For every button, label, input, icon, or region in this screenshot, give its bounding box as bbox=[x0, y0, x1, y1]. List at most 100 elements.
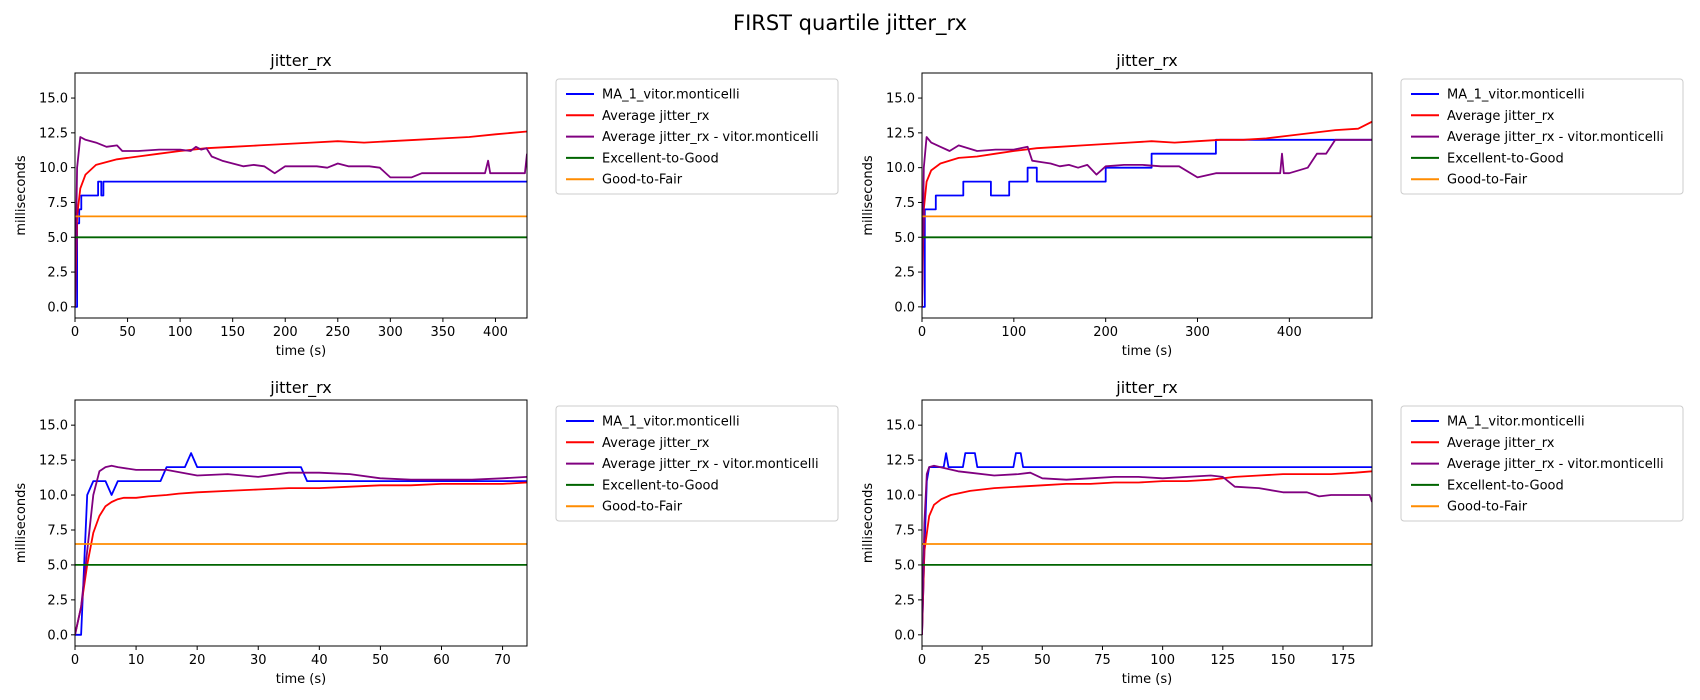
x-tick-label: 400 bbox=[1277, 325, 1302, 340]
x-tick-label: 100 bbox=[1150, 653, 1175, 668]
y-tick-label: 15.0 bbox=[886, 419, 915, 434]
x-tick-label: 100 bbox=[1001, 325, 1026, 340]
x-axis-label: time (s) bbox=[1122, 344, 1172, 359]
series-line-ma bbox=[75, 180, 527, 308]
x-tick-label: 200 bbox=[273, 325, 298, 340]
legend-frame bbox=[555, 405, 839, 522]
subplot-4: 0 25 50 75 100 125 150 175 0.0 2.5 5.0 7.5 10.0 12.5 1… bbox=[861, 378, 1684, 687]
x-axis-label: time (s) bbox=[276, 344, 326, 359]
series-line-ma bbox=[922, 452, 1372, 635]
legend-label: Excellent-to-Good bbox=[602, 478, 719, 493]
x-tick-label: 175 bbox=[1331, 653, 1356, 668]
legend-label: MA_1_vitor.monticelli bbox=[1447, 415, 1585, 430]
series-line-ma bbox=[75, 452, 527, 636]
x-tick-label: 60 bbox=[433, 653, 450, 668]
subplot-title: jitter_rx bbox=[269, 51, 331, 71]
x-tick-label: 40 bbox=[311, 653, 328, 668]
y-tick-label: 15.0 bbox=[39, 419, 68, 434]
y-tick-label: 12.5 bbox=[39, 454, 68, 469]
series-line-ma bbox=[922, 138, 1372, 308]
x-tick-label: 50 bbox=[1034, 653, 1051, 668]
y-tick-label: 5.0 bbox=[894, 231, 915, 246]
y-tick-label: 12.5 bbox=[39, 126, 68, 141]
series-line-avg bbox=[922, 120, 1372, 307]
series-line-avg bbox=[75, 481, 527, 635]
subplot-title: jitter_rx bbox=[269, 378, 331, 398]
series-group bbox=[75, 452, 527, 636]
series-line-avg-user bbox=[922, 136, 1372, 307]
plot-area bbox=[922, 400, 1372, 646]
x-axis-label: time (s) bbox=[1122, 672, 1172, 687]
y-tick-label: 2.5 bbox=[894, 593, 915, 608]
x-tick-label: 125 bbox=[1210, 653, 1235, 668]
subplot-title: jitter_rx bbox=[1115, 378, 1177, 398]
axes-frame bbox=[74, 399, 528, 647]
x-tick-label: 0 bbox=[918, 325, 926, 340]
y-tick-label: 5.0 bbox=[894, 558, 915, 573]
legend-label: MA_1_vitor.monticelli bbox=[602, 88, 740, 103]
subplot-2: 0 100 200 300 400 0.0 2.5 5.0 7.5 10.0 12.5 15.0 jit… bbox=[861, 51, 1684, 359]
x-axis-label: time (s) bbox=[276, 672, 326, 687]
y-tick-label: 7.5 bbox=[47, 523, 68, 538]
y-tick-label: 5.0 bbox=[47, 558, 68, 573]
x-tick-label: 300 bbox=[1185, 325, 1210, 340]
x-tick-label: 0 bbox=[71, 653, 79, 668]
x-tick-label: 100 bbox=[168, 325, 193, 340]
series-line-avg-user bbox=[75, 136, 527, 307]
x-tick-label: 50 bbox=[119, 325, 136, 340]
series-line-avg bbox=[922, 470, 1372, 635]
y-axis-label: milliseconds bbox=[861, 155, 876, 235]
legend-label: Average jitter_rx bbox=[602, 436, 710, 451]
x-tick-label: 0 bbox=[918, 653, 926, 668]
y-axis-label: milliseconds bbox=[14, 483, 29, 563]
legend-label: Average jitter_rx bbox=[1447, 109, 1555, 124]
y-tick-label: 2.5 bbox=[47, 593, 68, 608]
legend-label: Average jitter_rx - vitor.monticelli bbox=[602, 457, 819, 472]
legend-frame bbox=[555, 78, 839, 195]
legend-label: Average jitter_rx - vitor.monticelli bbox=[602, 130, 819, 145]
legend-label: Good-to-Fair bbox=[1447, 500, 1528, 515]
plot-area bbox=[75, 400, 527, 646]
subplot-1: 0 50 100 150 200 250 300 350 400 0.0 2.5 5.0 7.5 10.0… bbox=[14, 51, 839, 359]
legend-label: MA_1_vitor.monticelli bbox=[602, 415, 740, 430]
legend-label: Excellent-to-Good bbox=[602, 151, 719, 166]
y-tick-label: 5.0 bbox=[47, 231, 68, 246]
x-tick-label: 350 bbox=[430, 325, 455, 340]
legend-label: Average jitter_rx bbox=[602, 109, 710, 124]
y-tick-label: 0.0 bbox=[47, 300, 68, 315]
axes-frame bbox=[921, 399, 1373, 647]
legend: MA_1_vitor.monticelli Average jitter_rx Av… bbox=[555, 405, 839, 522]
y-tick-label: 10.0 bbox=[39, 489, 68, 504]
plot-area bbox=[75, 73, 527, 318]
y-tick-label: 12.5 bbox=[886, 126, 915, 141]
x-tick-label: 50 bbox=[372, 653, 389, 668]
legend-label: Good-to-Fair bbox=[602, 500, 683, 515]
legend: MA_1_vitor.monticelli Average jitter_rx Av… bbox=[1400, 78, 1684, 195]
legend-label: Good-to-Fair bbox=[1447, 173, 1528, 188]
y-tick-label: 15.0 bbox=[886, 92, 915, 107]
subplot-3: 0 10 20 30 40 50 60 70 0.0 2.5 5.0 7.5 10.0 12.5 15.0 j… bbox=[14, 378, 839, 687]
x-tick-label: 10 bbox=[128, 653, 145, 668]
y-tick-label: 0.0 bbox=[47, 628, 68, 643]
legend: MA_1_vitor.monticelli Average jitter_rx Av… bbox=[1400, 405, 1684, 522]
legend-label: MA_1_vitor.monticelli bbox=[1447, 88, 1585, 103]
series-line-avg-user bbox=[922, 464, 1372, 635]
y-axis-label: milliseconds bbox=[861, 483, 876, 563]
y-tick-label: 12.5 bbox=[886, 454, 915, 469]
y-tick-label: 10.0 bbox=[886, 489, 915, 504]
x-tick-label: 75 bbox=[1094, 653, 1111, 668]
x-tick-label: 70 bbox=[494, 653, 511, 668]
axes-frame bbox=[74, 72, 528, 319]
x-tick-label: 150 bbox=[220, 325, 245, 340]
series-group bbox=[922, 452, 1372, 635]
y-tick-label: 0.0 bbox=[894, 628, 915, 643]
x-tick-label: 0 bbox=[71, 325, 79, 340]
y-tick-label: 15.0 bbox=[39, 92, 68, 107]
x-tick-label: 25 bbox=[974, 653, 991, 668]
y-tick-label: 0.0 bbox=[894, 300, 915, 315]
y-tick-label: 2.5 bbox=[894, 266, 915, 281]
legend-label: Average jitter_rx bbox=[1447, 436, 1555, 451]
y-tick-label: 7.5 bbox=[894, 523, 915, 538]
y-tick-label: 7.5 bbox=[894, 196, 915, 211]
x-tick-label: 400 bbox=[483, 325, 508, 340]
